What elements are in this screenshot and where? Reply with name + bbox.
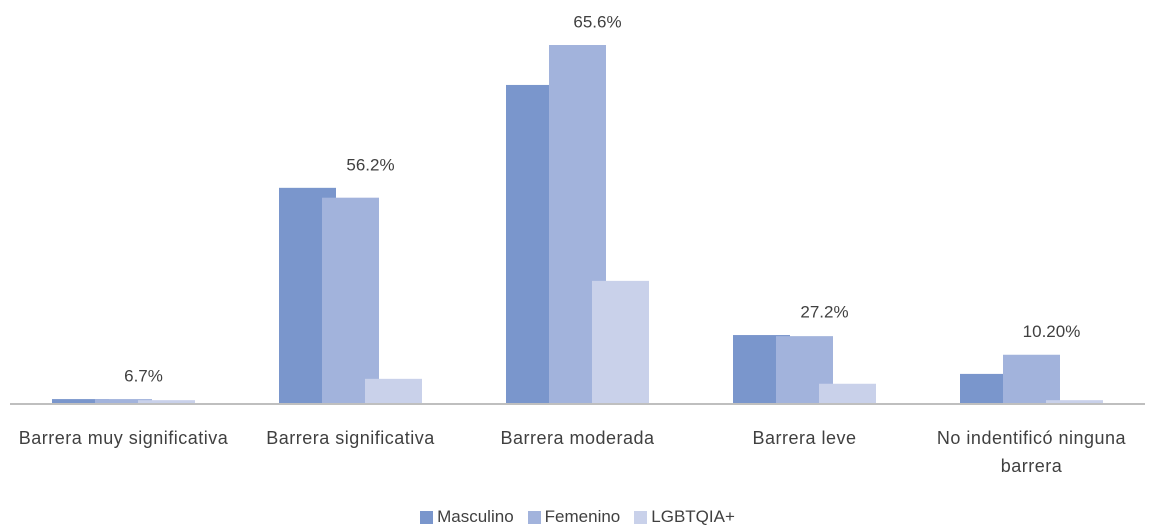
annotation: 27.2% [800,303,848,322]
legend-label: Masculino [437,507,514,526]
legend-label: Femenino [544,507,621,526]
legend-swatch [420,510,434,524]
annotation: 6.7% [124,367,163,386]
bar [52,399,109,404]
x-tick-label: Barrera significativa [266,428,435,448]
bar [138,400,195,404]
annotation: 56.2% [346,155,394,174]
bar [1046,400,1103,404]
bar [592,280,649,404]
x-tick-label: No indentificó ninguna barrera [936,428,1127,476]
legend-item: Femenino [527,507,621,527]
bar [365,378,422,404]
bar [1003,354,1060,404]
legend-item: Masculino [420,507,514,527]
bar [95,399,152,404]
x-tick-label: Barrera moderada [500,428,655,448]
legend: Masculino Femenino LGBTQIA+ [0,507,1155,527]
bar [322,197,379,404]
x-tick-label: Barrera leve [752,428,857,448]
annotation: 10.20% [1023,322,1081,341]
legend-swatch [527,510,541,524]
legend-label: LGBTQIA+ [651,507,735,526]
annotation: 65.6% [573,12,621,31]
legend-item: LGBTQIA+ [634,507,735,527]
bar [819,383,876,404]
legend-swatch [634,510,648,524]
x-tick-label: Barrera muy significativa [18,428,229,448]
